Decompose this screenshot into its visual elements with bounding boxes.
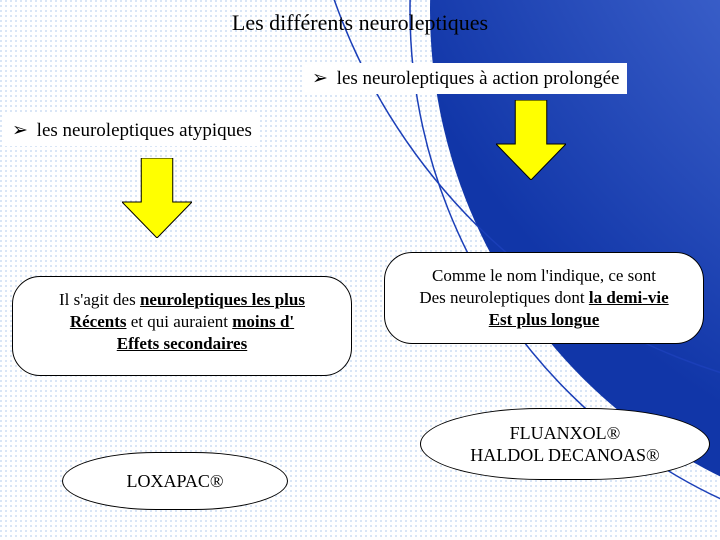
down-arrow-left <box>122 158 192 238</box>
description-bubble-right: Comme le nom l'indique, ce sontDes neuro… <box>384 252 704 344</box>
bullet-marker: ➢ <box>12 120 28 141</box>
drug-name: HALDOL DECANOAS® <box>470 444 660 467</box>
bullet-right: ➢ les neuroleptiques à action prolongée <box>304 63 627 94</box>
bullet-right-text: les neuroleptiques à action prolongée <box>337 68 620 89</box>
slide-title: Les différents neuroleptiques <box>0 10 720 36</box>
drug-bubble-right: FLUANXOL®HALDOL DECANOAS® <box>420 408 710 480</box>
drug-name: LOXAPAC® <box>126 470 223 493</box>
bullet-left: ➢ les neuroleptiques atypiques <box>4 115 260 146</box>
bullet-marker: ➢ <box>312 68 328 89</box>
drug-name: FLUANXOL® <box>510 422 621 445</box>
description-bubble-left: Il s'agit des neuroleptiques les plusRéc… <box>12 276 352 376</box>
drug-bubble-left: LOXAPAC® <box>62 452 288 510</box>
down-arrow-right <box>496 100 566 180</box>
bullet-left-text: les neuroleptiques atypiques <box>37 120 252 141</box>
